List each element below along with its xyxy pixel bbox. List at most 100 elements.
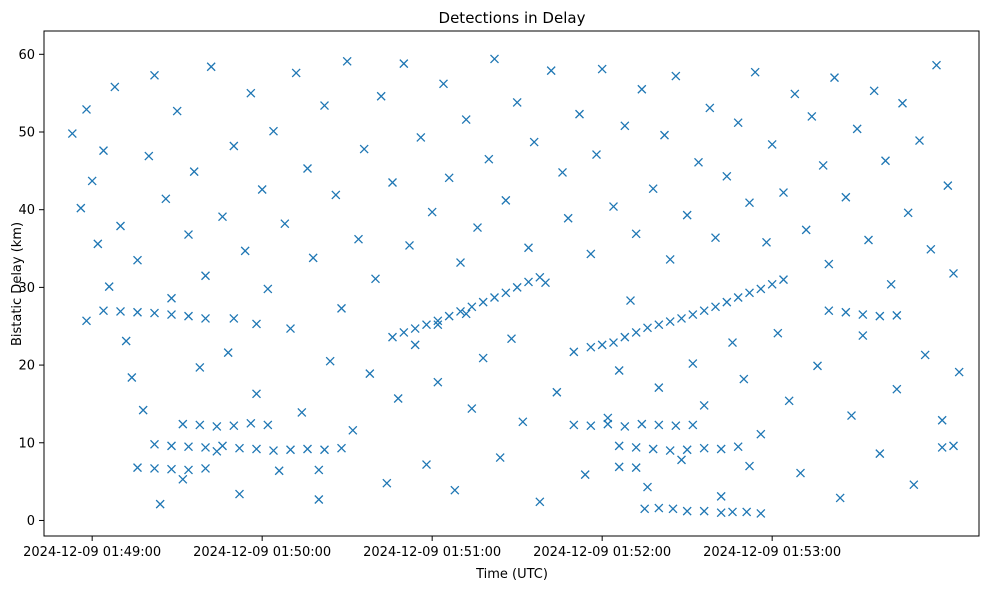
data-point: [892, 384, 902, 394]
data-point: [875, 449, 885, 459]
data-point: [654, 420, 664, 430]
series-7: [67, 54, 964, 509]
data-point: [660, 130, 669, 140]
y-tick-label: 40: [18, 203, 35, 218]
data-point: [314, 495, 324, 504]
data-point: [688, 310, 698, 320]
data-point: [586, 342, 596, 352]
data-point: [728, 507, 737, 517]
data-point: [869, 86, 879, 96]
data-point: [699, 401, 709, 410]
data-point: [773, 328, 783, 338]
data-point: [654, 503, 664, 513]
data-point: [433, 316, 443, 326]
data-point: [779, 188, 788, 198]
data-point: [433, 377, 443, 387]
data-point: [184, 465, 193, 475]
data-point: [337, 303, 346, 313]
data-point: [246, 88, 256, 98]
data-point: [668, 504, 678, 514]
x-axis: 2024-12-09 01:49:00 2024-12-09 01:50:00 20…: [23, 536, 841, 560]
data-point: [762, 237, 771, 247]
data-point: [609, 338, 618, 348]
data-point: [756, 284, 766, 294]
data-point: [756, 509, 766, 518]
data-point: [274, 466, 284, 476]
data-point: [847, 411, 856, 421]
data-point: [535, 497, 545, 507]
data-point: [201, 271, 210, 281]
data-point: [456, 307, 465, 316]
data-point: [416, 132, 426, 142]
data-point: [716, 508, 726, 518]
data-point: [903, 208, 913, 218]
data-point: [745, 198, 754, 208]
data-point: [569, 420, 579, 430]
data-point: [116, 307, 125, 316]
data-point: [949, 441, 958, 451]
data-point: [915, 136, 924, 146]
data-point: [665, 446, 675, 455]
data-point: [308, 253, 318, 263]
data-point: [297, 408, 307, 417]
data-point: [586, 421, 596, 431]
data-point: [67, 129, 77, 139]
series-6: [640, 503, 766, 518]
data-point: [580, 470, 590, 480]
data-point: [354, 234, 363, 244]
data-point: [473, 223, 482, 233]
data-point: [325, 356, 335, 366]
data-point: [620, 421, 630, 431]
data-point: [767, 279, 777, 289]
data-point: [614, 441, 624, 451]
data-point: [501, 288, 511, 298]
data-point: [167, 464, 176, 474]
data-point: [614, 366, 624, 375]
data-point: [892, 310, 902, 320]
data-point: [648, 444, 658, 454]
data-point: [121, 336, 131, 346]
data-point: [597, 64, 607, 74]
data-point: [495, 453, 505, 462]
data-point: [478, 297, 488, 307]
data-point: [116, 221, 125, 231]
data-point: [178, 474, 188, 484]
data-point: [444, 173, 454, 183]
data-point: [807, 112, 817, 121]
data-point: [881, 156, 890, 166]
data-point: [665, 317, 675, 327]
data-point: [359, 144, 369, 154]
data-point: [365, 369, 375, 379]
data-point: [229, 314, 239, 323]
data-point: [444, 311, 454, 321]
data-point: [172, 106, 182, 116]
data-point: [303, 164, 312, 173]
data-point: [943, 181, 953, 191]
data-point: [671, 421, 681, 431]
data-point: [167, 293, 176, 303]
data-point: [898, 98, 907, 108]
data-point: [801, 225, 811, 235]
data-point: [218, 212, 227, 222]
data-point: [212, 421, 222, 431]
data-point: [796, 468, 805, 478]
data-point: [937, 442, 947, 452]
data-point: [399, 327, 409, 337]
data-point: [150, 308, 159, 318]
data-point: [949, 268, 958, 278]
data-point: [767, 139, 777, 149]
data-point: [699, 443, 709, 453]
data-point: [512, 98, 522, 107]
data-point: [150, 439, 159, 449]
data-point: [614, 462, 624, 472]
data-point: [722, 171, 732, 181]
data-point: [195, 362, 205, 372]
data-point: [864, 235, 873, 245]
data-point: [558, 167, 567, 177]
data-point: [586, 249, 596, 259]
data-point: [467, 404, 477, 414]
data-point: [286, 445, 295, 455]
data-point: [212, 446, 222, 456]
data-point: [161, 194, 171, 204]
data-point: [920, 350, 930, 360]
